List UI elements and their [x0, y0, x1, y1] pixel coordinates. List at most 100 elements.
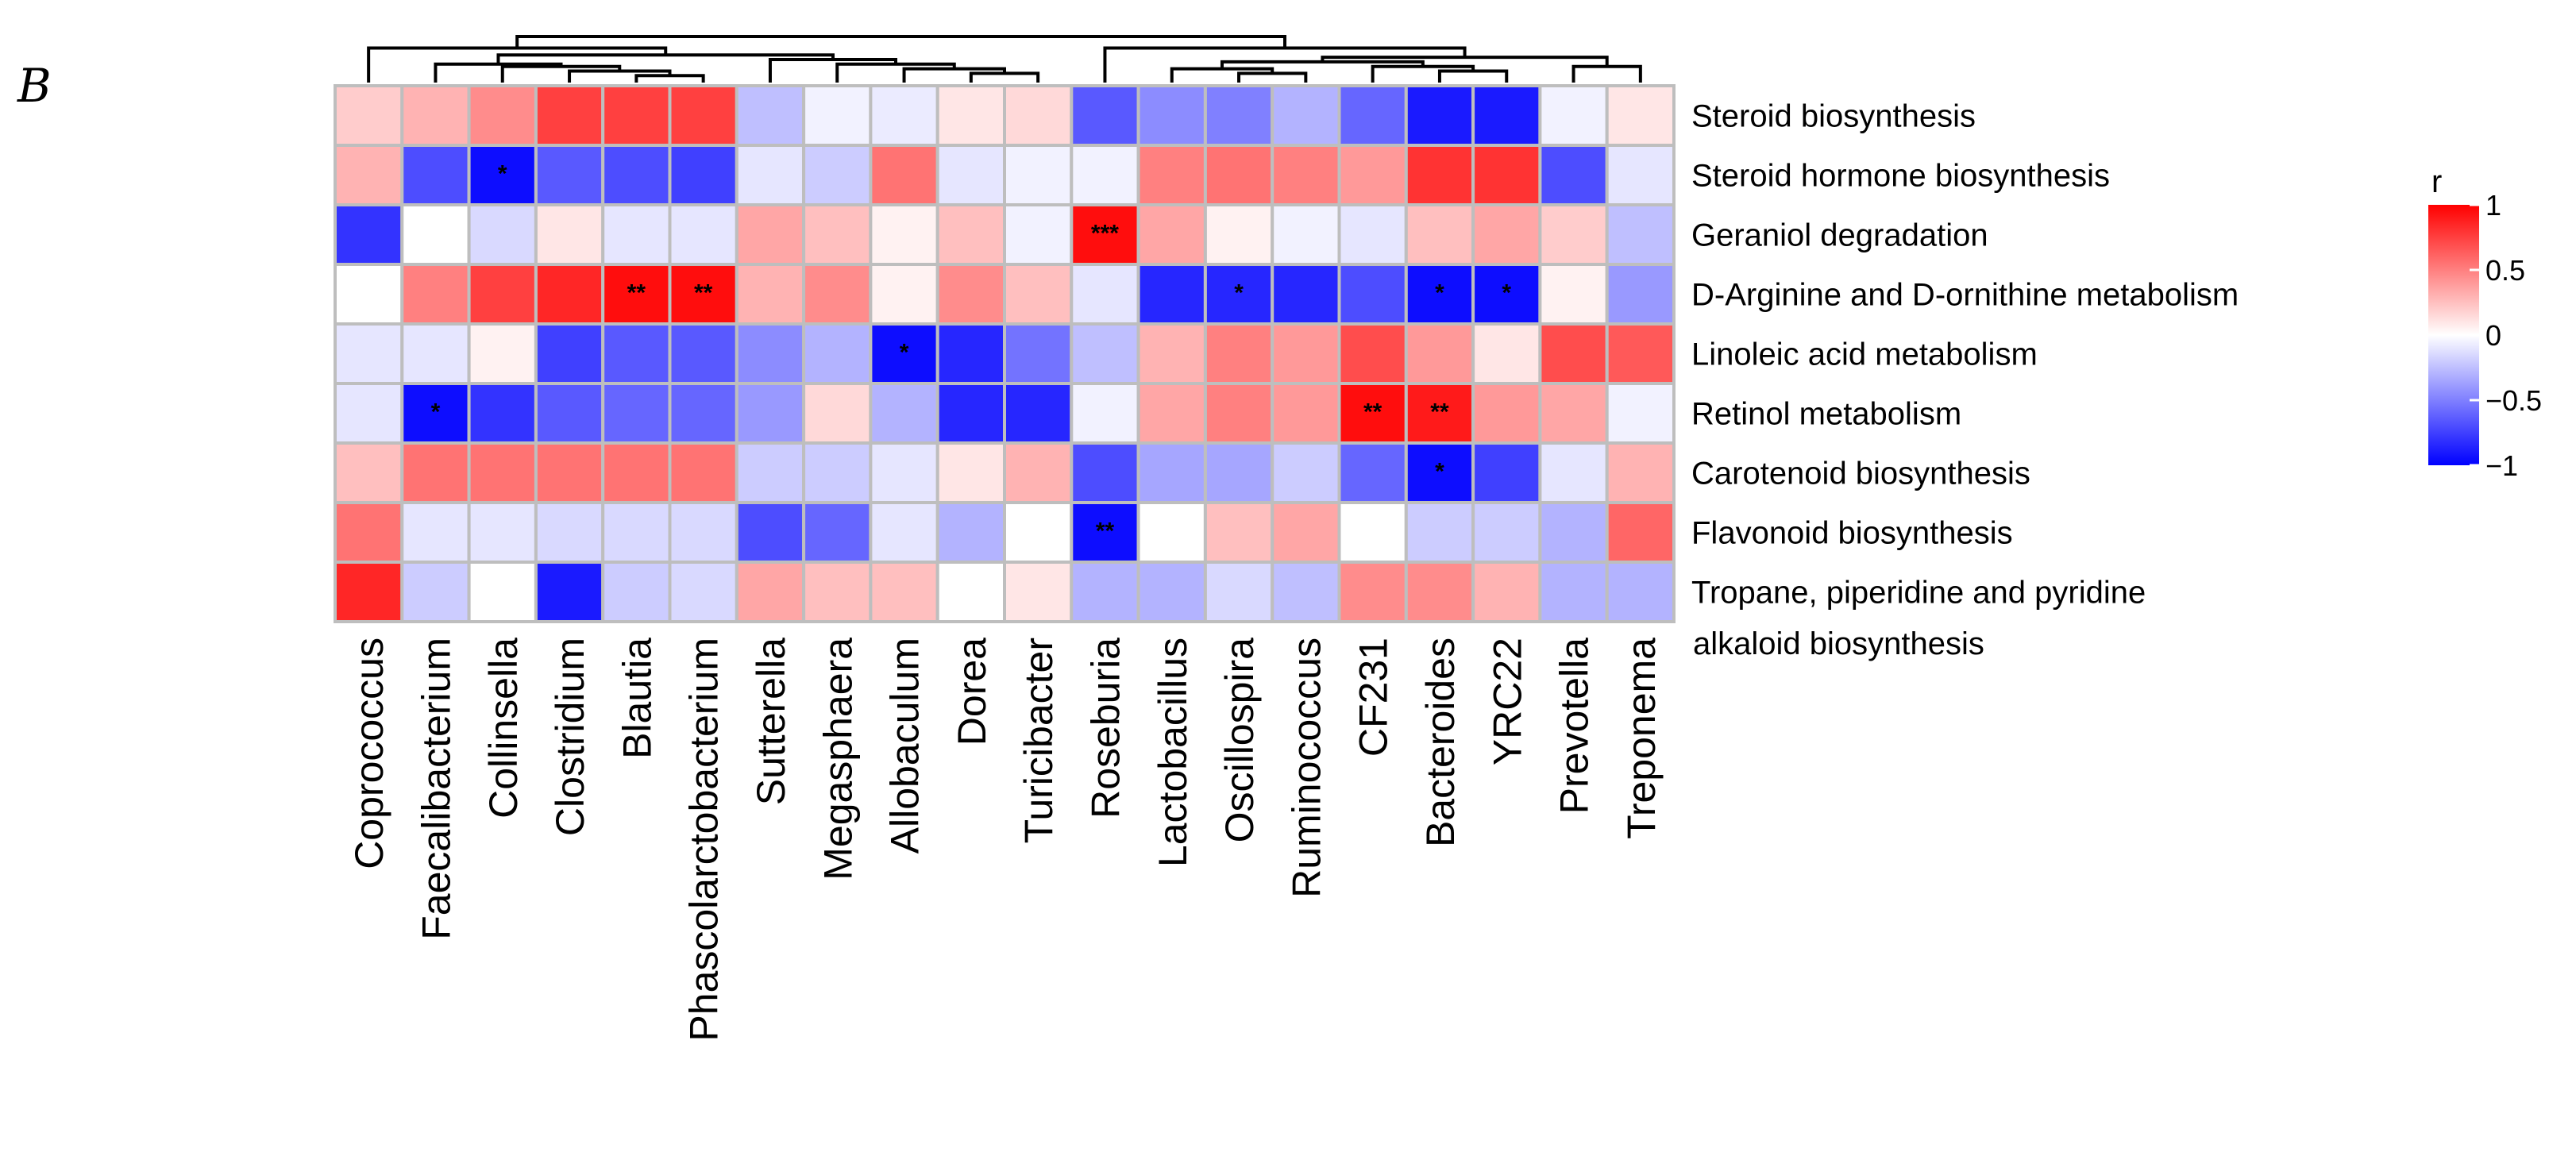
heatmap-cell [1605, 561, 1676, 623]
column-label: Blautia [615, 638, 659, 759]
heatmap-cell [735, 84, 806, 147]
column-label: Clostridium [548, 638, 592, 836]
heatmap-cell [1337, 441, 1408, 504]
legend-tick-label: −1 [2485, 449, 2518, 482]
heatmap-cell [668, 501, 738, 564]
heatmap-cell [668, 561, 738, 623]
heatmap-cell [1404, 263, 1475, 326]
legend-tick-label: 1 [2485, 189, 2501, 222]
heatmap-cell [1003, 561, 1074, 623]
heatmap-cell [1471, 203, 1542, 266]
heatmap-cell [467, 203, 538, 266]
dendrogram-branch [835, 62, 956, 83]
heatmap-cell [1337, 203, 1408, 266]
heatmap-cell [1136, 84, 1207, 147]
significance-mark: * [1435, 280, 1444, 306]
heatmap-cell [1404, 561, 1475, 623]
heatmap-cell [668, 322, 738, 385]
heatmap-cell [802, 441, 873, 504]
heatmap-cell [735, 382, 806, 445]
significance-mark: * [900, 340, 909, 366]
column-label: Treponema [1619, 638, 1664, 839]
heatmap-cell [1404, 322, 1475, 385]
heatmap-cell [802, 84, 873, 147]
heatmap-cell [534, 203, 605, 266]
heatmap-cell [601, 382, 672, 445]
significance-mark: ** [1430, 399, 1449, 426]
heatmap-cell [1203, 561, 1275, 623]
dendrogram-branch [1237, 71, 1308, 83]
dendrogram-branch [1371, 64, 1475, 83]
heatmap-cell [1136, 263, 1207, 326]
heatmap-cell [467, 144, 538, 206]
heatmap-cell [1605, 144, 1676, 206]
heatmap-cell [1271, 84, 1341, 147]
heatmap-cell [668, 84, 738, 147]
heatmap-cell [1271, 441, 1341, 504]
row-label: Tropane, piperidine and pyridine [1691, 576, 2146, 611]
heatmap-cell [935, 84, 1006, 147]
heatmap-cell [1271, 322, 1341, 385]
heatmap-cell [802, 322, 873, 385]
dendrogram-branch [500, 64, 622, 83]
heatmap-cell [1136, 144, 1207, 206]
heatmap-cell [467, 263, 538, 326]
column-label: Roseburia [1083, 638, 1128, 819]
heatmap-cell [400, 84, 471, 147]
row-label: Steroid hormone biosynthesis [1691, 159, 2110, 194]
heatmap-cell [1003, 382, 1074, 445]
heatmap-cell [869, 382, 939, 445]
heatmap-cell [1471, 84, 1542, 147]
heatmap-cell [1070, 84, 1140, 147]
heatmap-cell [1003, 263, 1074, 326]
heatmap-cell [534, 382, 605, 445]
heatmap-cell [1538, 322, 1609, 385]
heatmap-cell [869, 263, 939, 326]
heatmap-cell [1538, 84, 1609, 147]
heatmap-cell [534, 441, 605, 504]
heatmap-cell [467, 441, 538, 504]
heatmap-cell [400, 441, 471, 504]
heatmap-cell [935, 144, 1006, 206]
column-label: Megasphaera [816, 638, 860, 880]
heatmap-cell [1337, 322, 1408, 385]
column-label: Phascolarctobacterium [682, 638, 727, 1042]
heatmap-cell [869, 501, 939, 564]
row-label: D-Arginine and D-ornithine metabolism [1691, 278, 2239, 313]
heatmap-cell [1538, 203, 1609, 266]
heatmap-cell [601, 441, 672, 504]
heatmap-cell [1471, 382, 1542, 445]
heatmap-cell [601, 501, 672, 564]
heatmap-cell [1203, 203, 1275, 266]
heatmap-cell [935, 561, 1006, 623]
heatmap-cell [1070, 144, 1140, 206]
heatmap-cell [1003, 501, 1074, 564]
heatmap-cell [802, 144, 873, 206]
heatmap-cell [1404, 84, 1475, 147]
dendrogram-branch [1571, 64, 1642, 83]
row-label: Linoleic acid metabolism [1691, 337, 2038, 372]
dendrogram-branch [902, 67, 1006, 83]
heatmap-cell [1471, 144, 1542, 206]
heatmap-cell [1605, 441, 1676, 504]
heatmap-cell [1337, 144, 1408, 206]
heatmap-cell [935, 322, 1006, 385]
heatmap-cell [935, 382, 1006, 445]
heatmap-cell [1471, 441, 1542, 504]
heatmap-cell [1404, 203, 1475, 266]
heatmap-cell [334, 144, 404, 206]
heatmap-cell [1003, 144, 1074, 206]
row-labels: Steroid biosynthesis Steroid hormone bios… [1691, 99, 2239, 611]
heatmap-cell [1605, 501, 1676, 564]
heatmap-cell [1070, 382, 1140, 445]
column-label: Bacteroides [1418, 638, 1463, 847]
column-label: YRC22 [1485, 638, 1529, 765]
heatmap-cell [1471, 501, 1542, 564]
heatmap-cell [467, 501, 538, 564]
heatmap-cell [1271, 501, 1341, 564]
heatmap-cell [534, 322, 605, 385]
heatmap-cell [1337, 84, 1408, 147]
significance-mark: ** [1096, 518, 1115, 545]
heatmap-cell [1337, 501, 1408, 564]
legend-title: r [2431, 164, 2442, 199]
